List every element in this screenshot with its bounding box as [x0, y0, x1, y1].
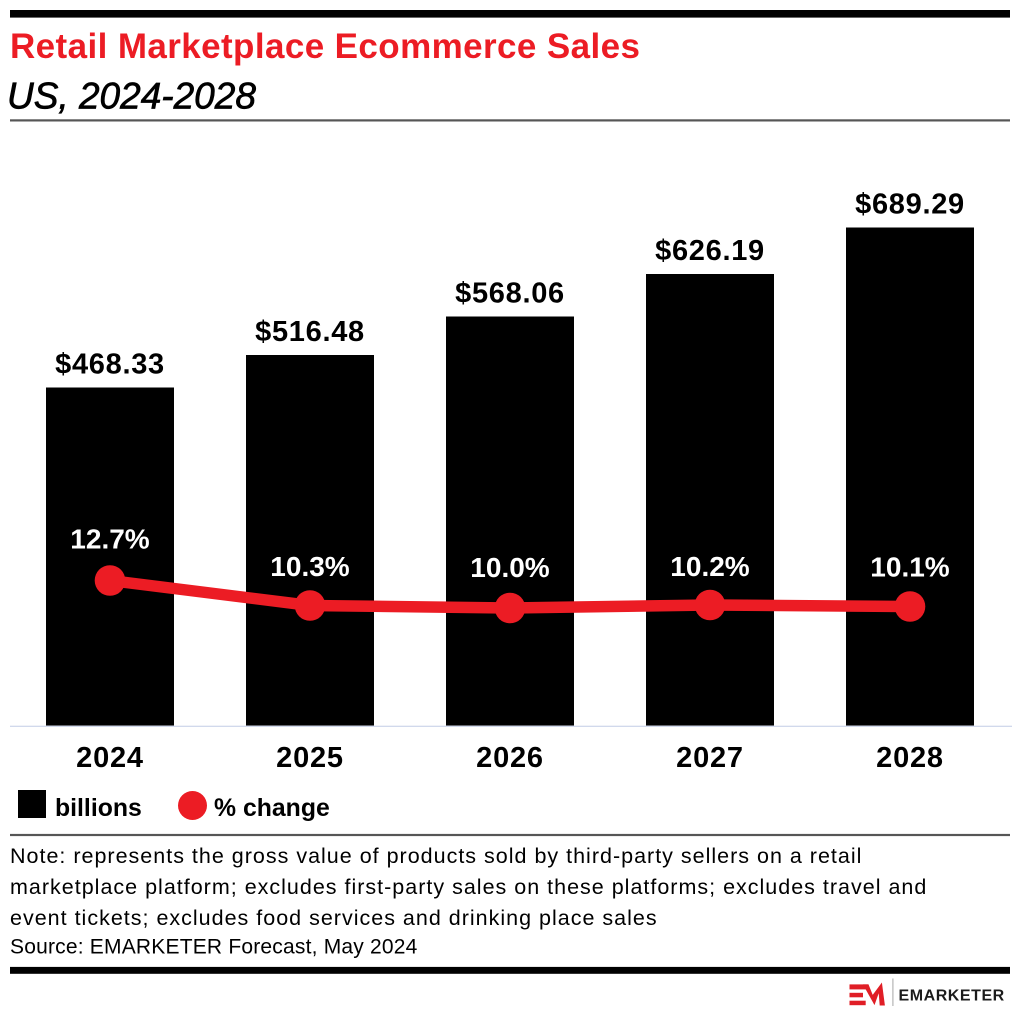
svg-text:10.2%: 10.2% [670, 551, 749, 582]
svg-text:2025: 2025 [276, 742, 344, 774]
svg-text:12.7%: 12.7% [70, 524, 149, 555]
svg-text:2028: 2028 [876, 742, 944, 774]
svg-text:10.0%: 10.0% [470, 552, 549, 583]
svg-text:marketplace platform; excludes: marketplace platform; excludes first-par… [10, 875, 927, 899]
svg-text:$626.19: $626.19 [655, 235, 765, 267]
svg-text:Note: represents the gross val: Note: represents the gross value of prod… [10, 844, 862, 868]
svg-text:US, 2024-2028: US, 2024-2028 [7, 75, 256, 116]
svg-text:$468.33: $468.33 [55, 349, 165, 381]
svg-text:billions: billions [55, 795, 142, 822]
svg-text:$568.06: $568.06 [455, 278, 565, 310]
svg-text:event tickets; excludes food s: event tickets; excludes food services an… [10, 906, 658, 930]
svg-text:2024: 2024 [76, 742, 144, 774]
svg-text:$516.48: $516.48 [255, 316, 365, 348]
svg-text:Retail Marketplace Ecommerce S: Retail Marketplace Ecommerce Sales [10, 27, 640, 66]
svg-text:10.1%: 10.1% [870, 552, 949, 583]
svg-text:Source: EMARKETER Forecast, Ma: Source: EMARKETER Forecast, May 2024 [10, 936, 418, 959]
svg-text:$689.29: $689.29 [855, 189, 965, 221]
svg-text:2026: 2026 [476, 742, 544, 774]
svg-text:EMARKETER: EMARKETER [899, 988, 1005, 1005]
svg-text:2027: 2027 [676, 742, 744, 774]
svg-text:% change: % change [214, 795, 330, 822]
svg-text:10.3%: 10.3% [270, 551, 349, 582]
